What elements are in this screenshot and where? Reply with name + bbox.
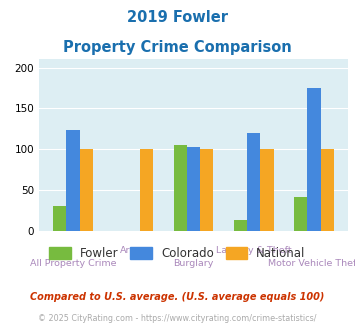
- Text: © 2025 CityRating.com - https://www.cityrating.com/crime-statistics/: © 2025 CityRating.com - https://www.city…: [38, 314, 317, 323]
- Bar: [174, 145, 187, 231]
- Bar: [294, 197, 307, 231]
- Text: Property Crime Comparison: Property Crime Comparison: [63, 40, 292, 54]
- Bar: [187, 147, 200, 231]
- Bar: [321, 149, 334, 231]
- Bar: [260, 149, 274, 231]
- Bar: [66, 130, 80, 231]
- Bar: [234, 220, 247, 231]
- Bar: [140, 149, 153, 231]
- Bar: [200, 149, 213, 231]
- Text: Larceny & Theft: Larceny & Theft: [216, 246, 291, 255]
- Text: Arson: Arson: [120, 246, 147, 255]
- Text: Compared to U.S. average. (U.S. average equals 100): Compared to U.S. average. (U.S. average …: [30, 292, 325, 302]
- Bar: [307, 88, 321, 231]
- Bar: [53, 207, 66, 231]
- Bar: [80, 149, 93, 231]
- Text: All Property Crime: All Property Crime: [30, 259, 116, 268]
- Bar: [247, 133, 260, 231]
- Legend: Fowler, Colorado, National: Fowler, Colorado, National: [45, 242, 310, 265]
- Text: Burglary: Burglary: [173, 259, 214, 268]
- Text: Motor Vehicle Theft: Motor Vehicle Theft: [268, 259, 355, 268]
- Text: 2019 Fowler: 2019 Fowler: [127, 10, 228, 25]
